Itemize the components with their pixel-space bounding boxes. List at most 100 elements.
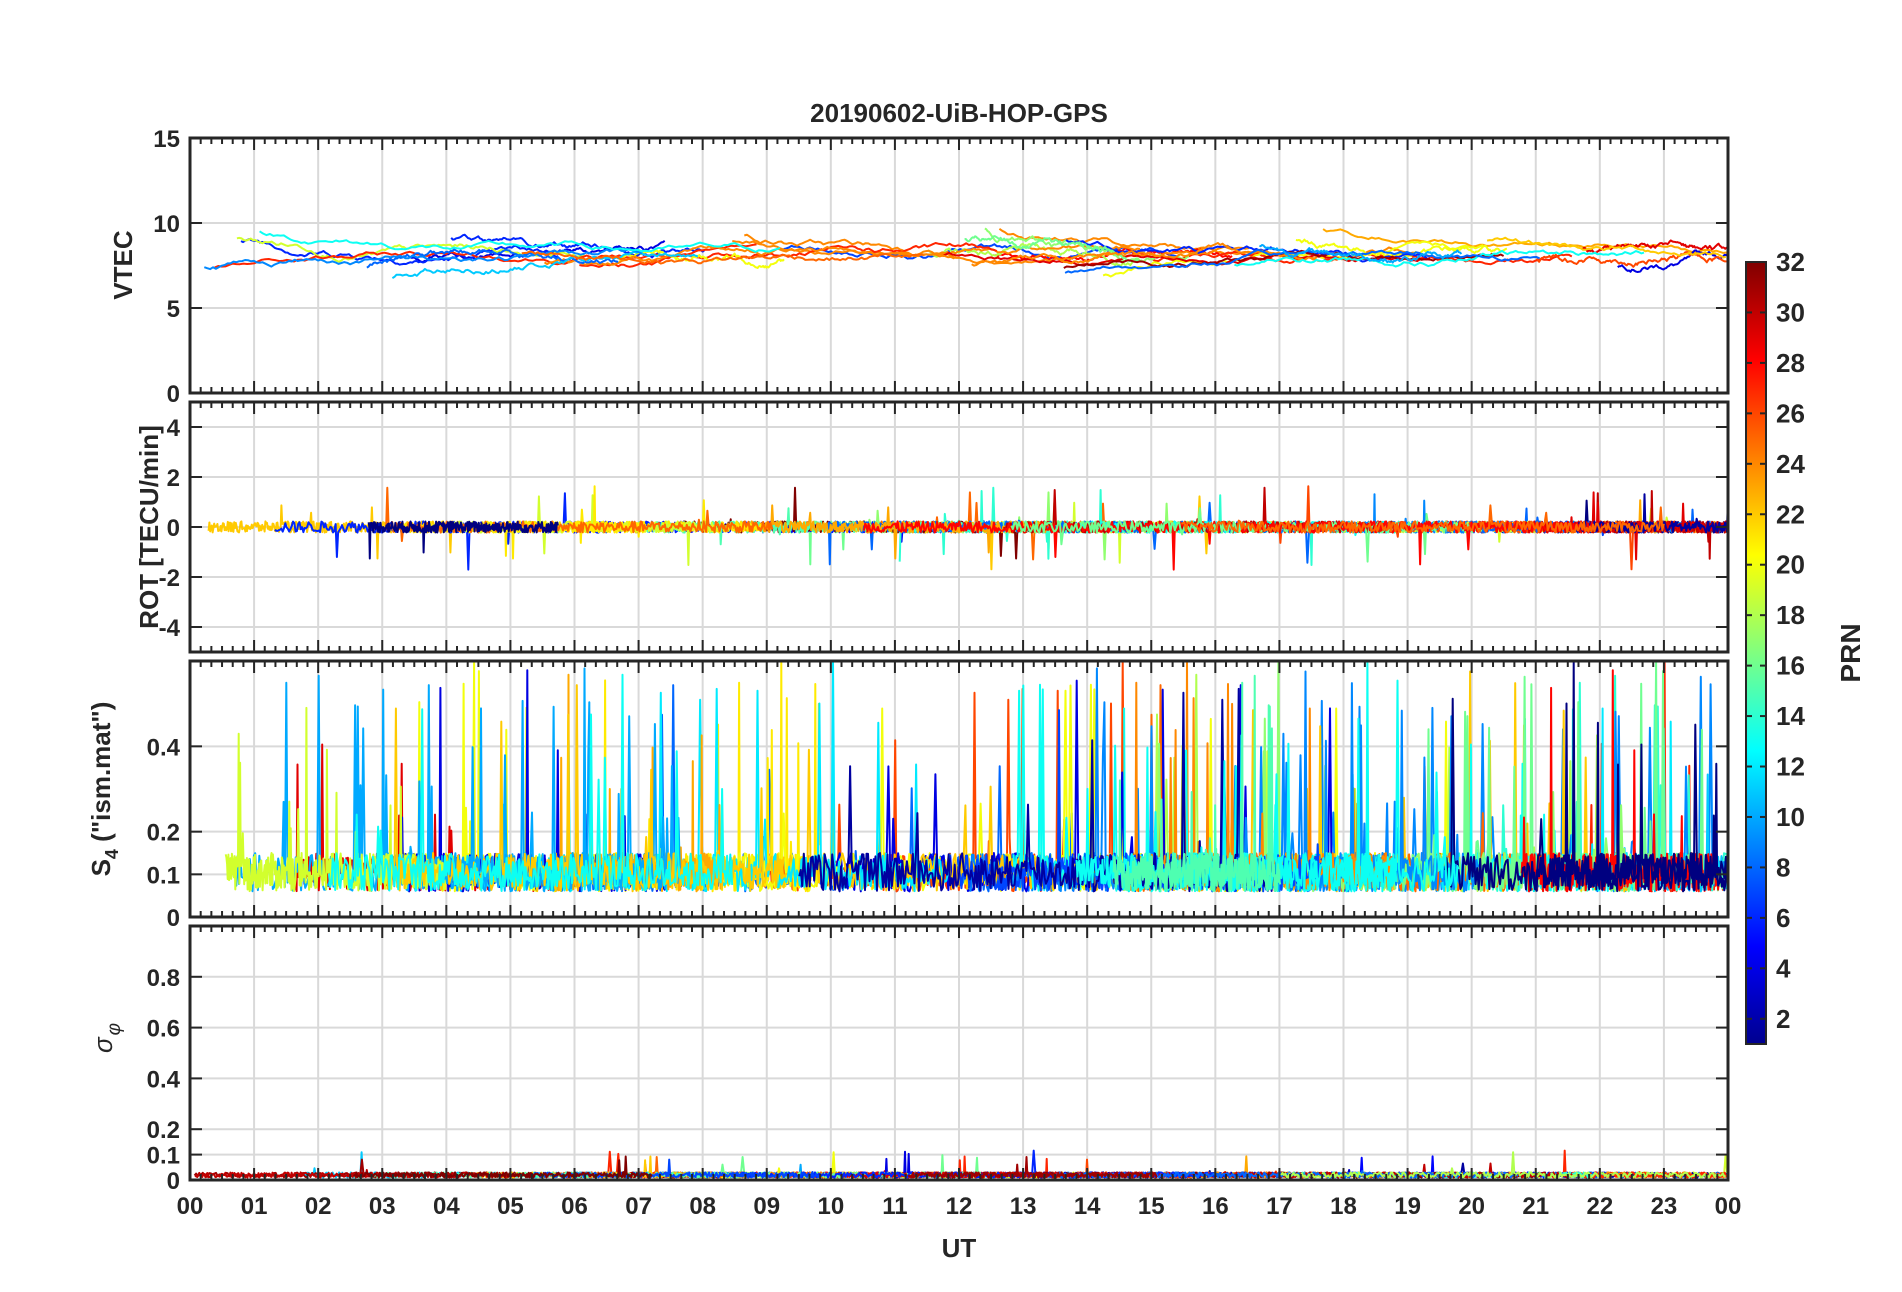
y-tick-label: 0.1 bbox=[147, 1143, 180, 1170]
x-tick-label: 23 bbox=[1651, 1193, 1678, 1220]
y-tick-label: 10 bbox=[153, 211, 180, 238]
y-tick-label: 0 bbox=[167, 381, 180, 408]
colorbar-tick-label: 22 bbox=[1776, 499, 1805, 529]
series-line bbox=[1295, 238, 1508, 258]
y-tick-label: 0.2 bbox=[147, 1117, 180, 1144]
y-tick-label: 0.4 bbox=[147, 734, 181, 761]
vtec-ylabel: VTEC bbox=[108, 230, 138, 300]
s4-series bbox=[224, 661, 1728, 893]
colorbar-gradient bbox=[1745, 261, 1767, 1045]
x-tick-label: 18 bbox=[1330, 1193, 1357, 1220]
colorbar-tick-label: 4 bbox=[1776, 953, 1791, 983]
y-tick-label: -4 bbox=[159, 615, 181, 642]
series-line bbox=[724, 504, 1055, 560]
x-tick-label: 19 bbox=[1394, 1193, 1421, 1220]
x-tick-label: 20 bbox=[1458, 1193, 1485, 1220]
x-tick-label: 22 bbox=[1586, 1193, 1613, 1220]
y-tick-label: 0.6 bbox=[147, 1016, 180, 1043]
x-tick-label: 14 bbox=[1074, 1193, 1101, 1220]
series-line bbox=[1533, 661, 1728, 893]
y-tick-label: -2 bbox=[159, 565, 180, 592]
series-line bbox=[384, 486, 774, 542]
rot-series bbox=[207, 485, 1728, 571]
x-tick-label: 08 bbox=[689, 1193, 716, 1220]
y-tick-label: 0 bbox=[167, 1168, 180, 1195]
x-tick-label: 03 bbox=[369, 1193, 396, 1220]
series-line bbox=[1322, 228, 1727, 254]
series-line bbox=[1581, 239, 1728, 255]
sigma-ylabel: σφ bbox=[88, 1023, 125, 1053]
x-tick-label: 13 bbox=[1010, 1193, 1037, 1220]
x-tick-label: 02 bbox=[305, 1193, 332, 1220]
colorbar-tick-label: 30 bbox=[1776, 297, 1805, 327]
series-line bbox=[259, 230, 781, 253]
s4-ylabel-main: S bbox=[86, 859, 116, 876]
series-line bbox=[1010, 507, 1484, 563]
y-tick-label: 0.1 bbox=[147, 862, 180, 889]
panel-rot: -4 -2 0 2 4 ROT [TECU/min] bbox=[134, 400, 1730, 654]
series-line bbox=[1486, 236, 1727, 259]
series-line bbox=[1102, 240, 1484, 278]
x-axis-label: UT bbox=[942, 1233, 977, 1263]
colorbar-tick-label: 28 bbox=[1776, 348, 1805, 378]
series-line bbox=[907, 1156, 1158, 1179]
colorbar-tick-label: 32 bbox=[1776, 247, 1805, 277]
s4-ylabel-sub: 4 bbox=[102, 849, 122, 859]
rot-y-ticks: -4 -2 0 2 4 bbox=[159, 415, 1728, 642]
series-line bbox=[391, 250, 699, 279]
vtec-y-ticks: 0 5 10 15 bbox=[153, 126, 1728, 408]
series-line bbox=[1234, 249, 1645, 268]
colorbar-tick-label: 2 bbox=[1776, 1004, 1790, 1034]
vtec-axes-frame bbox=[188, 136, 1730, 395]
colorbar-tick-label: 18 bbox=[1776, 600, 1805, 630]
panel-vtec: 0 5 10 15 VTEC bbox=[108, 126, 1730, 408]
x-tick-labels: 00 01 02 03 04 05 06 07 08 09 10 11 12 13 14 15 16 17 18 19… bbox=[177, 1193, 1742, 1220]
series-line bbox=[964, 235, 1139, 263]
series-line bbox=[521, 250, 924, 265]
y-tick-label: 2 bbox=[167, 465, 180, 492]
series-line bbox=[863, 520, 1237, 571]
y-tick-label: 15 bbox=[153, 126, 180, 153]
x-tick-label: 05 bbox=[497, 1193, 524, 1220]
x-tick-label: 21 bbox=[1522, 1193, 1549, 1220]
colorbar-tick-label: 24 bbox=[1776, 449, 1805, 479]
x-tick-label: 06 bbox=[561, 1193, 588, 1220]
colorbar-tick-label: 16 bbox=[1776, 651, 1805, 681]
vtec-gridlines bbox=[190, 138, 1728, 393]
series-line bbox=[203, 247, 643, 271]
colorbar-tick-label: 10 bbox=[1776, 802, 1805, 832]
colorbar-tick-label: 26 bbox=[1776, 398, 1805, 428]
rot-axes-frame bbox=[188, 400, 1730, 654]
s4-ylabel-rest: ("ism.mat") bbox=[86, 702, 116, 849]
y-tick-label: 0.8 bbox=[147, 965, 180, 992]
series-line bbox=[327, 673, 734, 892]
series-line bbox=[941, 251, 1431, 267]
sigma-axes-frame bbox=[188, 924, 1730, 1182]
y-tick-label: 0.2 bbox=[147, 820, 180, 847]
series-line bbox=[1112, 674, 1282, 893]
colorbar-tick-label: 20 bbox=[1776, 550, 1805, 580]
x-tick-label: 01 bbox=[241, 1193, 268, 1220]
colorbar-tick-label: 8 bbox=[1776, 852, 1790, 882]
sigma-ylabel-sub: φ bbox=[104, 1023, 125, 1035]
x-tick-label: 04 bbox=[433, 1193, 460, 1220]
sigma-y-ticks: 00.10.2 0.4 0.6 0.8 bbox=[147, 965, 1728, 1195]
x-tick-label: 09 bbox=[753, 1193, 780, 1220]
y-tick-label: 0 bbox=[167, 515, 180, 542]
x-tick-label: 17 bbox=[1266, 1193, 1293, 1220]
series-line bbox=[744, 233, 1141, 257]
vtec-series bbox=[203, 227, 1728, 279]
y-tick-label: 4 bbox=[167, 415, 181, 442]
chart-title: 20190602-UiB-HOP-GPS bbox=[810, 98, 1108, 128]
series-line bbox=[367, 520, 559, 560]
series-line bbox=[579, 242, 998, 268]
s4-y-ticks: 0 0.1 0.2 0.4 bbox=[147, 734, 1728, 932]
x-tick-label: 00 bbox=[1715, 1193, 1742, 1220]
panel-sigma-phi: 00.10.2 0.4 0.6 0.8 σφ bbox=[88, 924, 1730, 1195]
series-line bbox=[1183, 485, 1543, 544]
series-line bbox=[1180, 504, 1665, 534]
series-line bbox=[1259, 244, 1463, 264]
